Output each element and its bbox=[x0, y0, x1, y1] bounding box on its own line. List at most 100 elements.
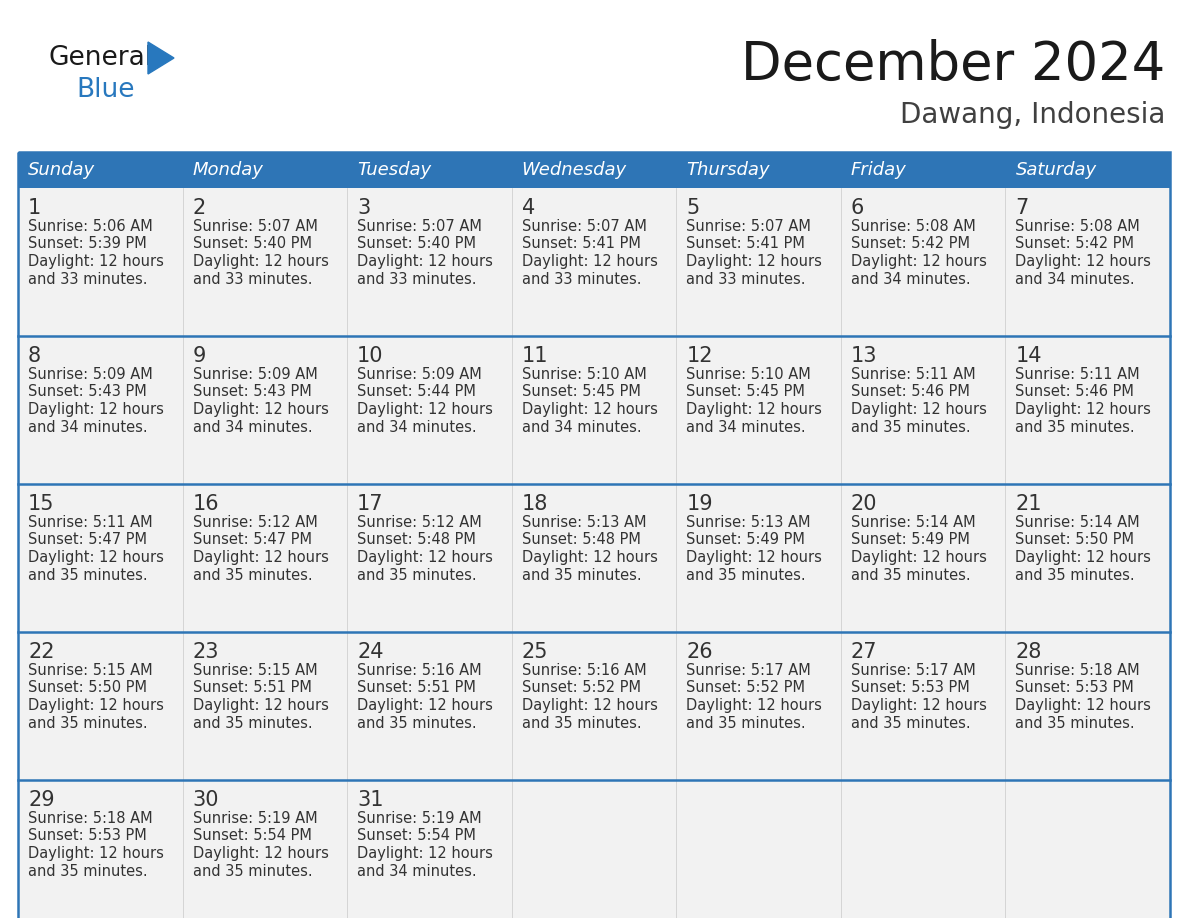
Text: and 34 minutes.: and 34 minutes. bbox=[358, 420, 476, 434]
Text: and 35 minutes.: and 35 minutes. bbox=[522, 715, 642, 731]
Text: Sunset: 5:40 PM: Sunset: 5:40 PM bbox=[358, 237, 476, 252]
Text: Sunset: 5:52 PM: Sunset: 5:52 PM bbox=[522, 680, 640, 696]
Text: 21: 21 bbox=[1016, 494, 1042, 514]
Text: 27: 27 bbox=[851, 642, 878, 662]
Text: 30: 30 bbox=[192, 790, 219, 810]
Text: Sunrise: 5:13 AM: Sunrise: 5:13 AM bbox=[687, 515, 810, 530]
Text: Sunset: 5:49 PM: Sunset: 5:49 PM bbox=[687, 532, 805, 547]
Text: Daylight: 12 hours: Daylight: 12 hours bbox=[522, 550, 658, 565]
Bar bbox=[676, 188, 841, 336]
Bar bbox=[18, 152, 1170, 918]
Text: Sunset: 5:43 PM: Sunset: 5:43 PM bbox=[29, 385, 147, 399]
Text: Sunrise: 5:19 AM: Sunrise: 5:19 AM bbox=[192, 811, 317, 826]
Text: Daylight: 12 hours: Daylight: 12 hours bbox=[522, 254, 658, 269]
Text: 10: 10 bbox=[358, 346, 384, 366]
Text: 28: 28 bbox=[1016, 642, 1042, 662]
Text: and 33 minutes.: and 33 minutes. bbox=[29, 272, 147, 286]
Text: Daylight: 12 hours: Daylight: 12 hours bbox=[687, 254, 822, 269]
Text: and 35 minutes.: and 35 minutes. bbox=[851, 420, 971, 434]
Bar bbox=[18, 336, 183, 484]
Bar bbox=[841, 188, 1005, 336]
Bar bbox=[676, 484, 841, 632]
Text: Sunrise: 5:08 AM: Sunrise: 5:08 AM bbox=[1016, 219, 1140, 234]
Bar bbox=[676, 632, 841, 780]
Text: Thursday: Thursday bbox=[687, 161, 770, 179]
Text: Daylight: 12 hours: Daylight: 12 hours bbox=[687, 698, 822, 713]
Text: Daylight: 12 hours: Daylight: 12 hours bbox=[192, 846, 328, 861]
Text: Sunrise: 5:14 AM: Sunrise: 5:14 AM bbox=[1016, 515, 1140, 530]
Text: Sunday: Sunday bbox=[29, 161, 95, 179]
Bar bbox=[18, 152, 183, 188]
Text: and 35 minutes.: and 35 minutes. bbox=[358, 715, 476, 731]
Text: and 33 minutes.: and 33 minutes. bbox=[192, 272, 312, 286]
Text: 14: 14 bbox=[1016, 346, 1042, 366]
Text: Sunset: 5:53 PM: Sunset: 5:53 PM bbox=[29, 829, 147, 844]
Text: Sunset: 5:54 PM: Sunset: 5:54 PM bbox=[358, 829, 476, 844]
Bar bbox=[1005, 632, 1170, 780]
Text: 18: 18 bbox=[522, 494, 548, 514]
Text: 4: 4 bbox=[522, 198, 535, 218]
Text: Sunset: 5:47 PM: Sunset: 5:47 PM bbox=[192, 532, 311, 547]
Text: 22: 22 bbox=[29, 642, 55, 662]
Text: and 35 minutes.: and 35 minutes. bbox=[1016, 567, 1135, 583]
Bar bbox=[1005, 188, 1170, 336]
Text: December 2024: December 2024 bbox=[741, 39, 1165, 91]
Text: Sunrise: 5:14 AM: Sunrise: 5:14 AM bbox=[851, 515, 975, 530]
Bar bbox=[1005, 484, 1170, 632]
Text: and 35 minutes.: and 35 minutes. bbox=[192, 864, 312, 879]
Text: and 35 minutes.: and 35 minutes. bbox=[851, 715, 971, 731]
Text: Sunset: 5:40 PM: Sunset: 5:40 PM bbox=[192, 237, 311, 252]
Bar bbox=[347, 632, 512, 780]
Text: Daylight: 12 hours: Daylight: 12 hours bbox=[851, 254, 987, 269]
Text: Sunset: 5:45 PM: Sunset: 5:45 PM bbox=[687, 385, 805, 399]
Text: Sunset: 5:46 PM: Sunset: 5:46 PM bbox=[851, 385, 969, 399]
Bar bbox=[512, 152, 676, 188]
Bar bbox=[183, 484, 347, 632]
Bar bbox=[841, 632, 1005, 780]
Text: 2: 2 bbox=[192, 198, 206, 218]
Text: Daylight: 12 hours: Daylight: 12 hours bbox=[1016, 698, 1151, 713]
Text: Sunrise: 5:11 AM: Sunrise: 5:11 AM bbox=[29, 515, 152, 530]
Text: Daylight: 12 hours: Daylight: 12 hours bbox=[522, 402, 658, 417]
Bar bbox=[1005, 780, 1170, 918]
Text: 8: 8 bbox=[29, 346, 42, 366]
Bar bbox=[676, 152, 841, 188]
Text: Daylight: 12 hours: Daylight: 12 hours bbox=[358, 846, 493, 861]
Text: Sunset: 5:54 PM: Sunset: 5:54 PM bbox=[192, 829, 311, 844]
Bar bbox=[183, 152, 347, 188]
Text: Sunrise: 5:15 AM: Sunrise: 5:15 AM bbox=[192, 663, 317, 678]
Text: Sunrise: 5:17 AM: Sunrise: 5:17 AM bbox=[687, 663, 811, 678]
Bar bbox=[841, 336, 1005, 484]
Bar bbox=[347, 188, 512, 336]
Text: and 35 minutes.: and 35 minutes. bbox=[192, 567, 312, 583]
Text: 20: 20 bbox=[851, 494, 878, 514]
Text: Sunrise: 5:07 AM: Sunrise: 5:07 AM bbox=[522, 219, 646, 234]
Text: Sunset: 5:42 PM: Sunset: 5:42 PM bbox=[851, 237, 969, 252]
Text: Daylight: 12 hours: Daylight: 12 hours bbox=[192, 550, 328, 565]
Bar bbox=[18, 188, 183, 336]
Bar bbox=[512, 780, 676, 918]
Text: Daylight: 12 hours: Daylight: 12 hours bbox=[687, 550, 822, 565]
Text: and 34 minutes.: and 34 minutes. bbox=[29, 420, 147, 434]
Bar bbox=[676, 336, 841, 484]
Text: Sunset: 5:52 PM: Sunset: 5:52 PM bbox=[687, 680, 805, 696]
Text: 6: 6 bbox=[851, 198, 864, 218]
Text: Sunset: 5:51 PM: Sunset: 5:51 PM bbox=[358, 680, 476, 696]
Bar bbox=[676, 780, 841, 918]
Text: Sunrise: 5:13 AM: Sunrise: 5:13 AM bbox=[522, 515, 646, 530]
Text: Sunset: 5:44 PM: Sunset: 5:44 PM bbox=[358, 385, 476, 399]
Bar bbox=[183, 780, 347, 918]
Text: Sunrise: 5:11 AM: Sunrise: 5:11 AM bbox=[1016, 367, 1140, 382]
Text: Sunrise: 5:08 AM: Sunrise: 5:08 AM bbox=[851, 219, 975, 234]
Text: Daylight: 12 hours: Daylight: 12 hours bbox=[192, 254, 328, 269]
Bar bbox=[841, 152, 1005, 188]
Text: 16: 16 bbox=[192, 494, 220, 514]
Text: 19: 19 bbox=[687, 494, 713, 514]
Bar bbox=[183, 632, 347, 780]
Bar bbox=[841, 780, 1005, 918]
Text: Daylight: 12 hours: Daylight: 12 hours bbox=[1016, 402, 1151, 417]
Text: Daylight: 12 hours: Daylight: 12 hours bbox=[358, 254, 493, 269]
Text: Sunrise: 5:16 AM: Sunrise: 5:16 AM bbox=[522, 663, 646, 678]
Text: 9: 9 bbox=[192, 346, 206, 366]
Bar bbox=[512, 632, 676, 780]
